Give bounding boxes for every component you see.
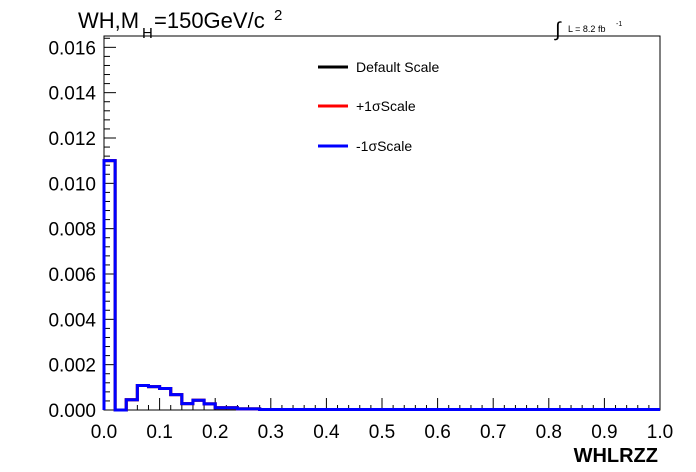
series-line-2 xyxy=(102,159,660,412)
y-tick-label: 0.004 xyxy=(48,310,96,331)
legend-label: -1σScale xyxy=(356,138,412,154)
chart-title-superscript: 2 xyxy=(274,7,282,24)
y-tick-label: 0.000 xyxy=(48,401,96,422)
x-tick-label: 0.7 xyxy=(480,422,506,443)
x-tick-label: 0.1 xyxy=(146,422,172,443)
lumi-superscript: -1 xyxy=(616,21,622,28)
series-line-0 xyxy=(102,159,660,412)
y-tick-label: 0.016 xyxy=(48,38,96,59)
x-axis: 0.0 0.1 0.2 0.3 0.4 0.5 0.6 0.7 0.8 0.9 1.0 xyxy=(91,398,673,443)
chart-title-rest: =150GeV/c xyxy=(154,8,265,33)
y-axis: 0.000 0.002 0.004 0.006 0.008 0.010 0.012 0.014… xyxy=(48,37,116,422)
plot-frame xyxy=(103,35,661,411)
chart-title-main: WH,M xyxy=(78,8,139,33)
y-tick-label: 0.008 xyxy=(48,220,96,241)
y-tick-label: 0.012 xyxy=(48,129,96,150)
x-tick-label: 0.3 xyxy=(258,422,284,443)
x-tick-label: 0.8 xyxy=(536,422,562,443)
y-tick-label: 0.002 xyxy=(48,356,96,377)
series-line-1 xyxy=(102,159,660,412)
lumi-label: L = 8.2 fb xyxy=(568,24,605,34)
legend-label: +1σScale xyxy=(356,98,416,114)
y-tick-label: 0.006 xyxy=(48,265,96,286)
x-tick-label: 0.5 xyxy=(369,422,395,443)
x-axis-title: WHLRZZ xyxy=(574,445,658,467)
legend-label: Default Scale xyxy=(356,59,439,75)
x-tick-label: 1.0 xyxy=(647,422,673,443)
y-tick-label: 0.010 xyxy=(48,174,96,195)
x-tick-label: 0.0 xyxy=(91,422,117,443)
x-tick-label: 0.4 xyxy=(313,422,340,443)
y-tick-label: 0.014 xyxy=(48,84,96,105)
legend: Default Scale +1σScale -1σScale xyxy=(318,59,439,154)
chart-title-subscript: H xyxy=(142,25,153,42)
series-group xyxy=(102,159,660,412)
x-tick-label: 0.6 xyxy=(424,422,450,443)
x-tick-label: 0.9 xyxy=(591,422,617,443)
x-tick-label: 0.2 xyxy=(202,422,228,443)
lumi-integral-symbol: ∫ xyxy=(554,19,562,41)
